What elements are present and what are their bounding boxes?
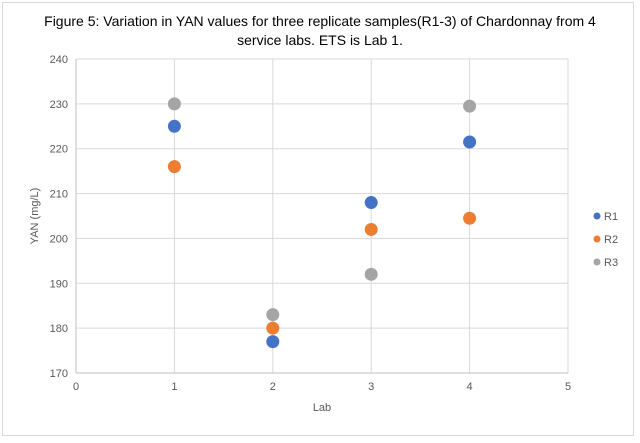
data-point-r1 — [463, 135, 477, 149]
data-point-r2 — [463, 211, 477, 225]
data-point-r3 — [463, 99, 477, 113]
data-point-r1 — [364, 196, 378, 210]
data-point-r3 — [167, 97, 181, 111]
legend-label-r3: R3 — [604, 257, 618, 269]
y-tick-label: 200 — [50, 233, 68, 245]
y-tick-label: 240 — [50, 54, 68, 66]
y-tick-label: 220 — [50, 144, 68, 156]
y-axis-label: YAN (mg/L) — [29, 188, 41, 245]
data-point-r2 — [266, 321, 280, 335]
data-point-r3 — [364, 267, 378, 281]
y-tick-label: 210 — [50, 189, 68, 201]
data-point-r2 — [167, 160, 181, 174]
legend-marker-r2 — [593, 235, 601, 243]
legend-label-r2: R2 — [604, 234, 618, 246]
y-tick-label: 230 — [50, 99, 68, 111]
y-tick-label: 180 — [50, 323, 68, 335]
data-point-r1 — [266, 335, 280, 349]
x-tick-label: 1 — [171, 381, 177, 393]
x-tick-label: 2 — [270, 381, 276, 393]
x-tick-label: 4 — [467, 381, 473, 393]
data-point-r2 — [364, 222, 378, 236]
chart-title: Figure 5: Variation in YAN values for th… — [0, 12, 640, 50]
x-tick-label: 3 — [368, 381, 374, 393]
x-tick-label: 5 — [565, 381, 571, 393]
legend-label-r1: R1 — [604, 211, 618, 223]
legend-marker-r3 — [593, 258, 601, 266]
x-tick-label: 0 — [73, 381, 79, 393]
legend-marker-r1 — [593, 212, 601, 220]
y-tick-label: 190 — [50, 278, 68, 290]
data-point-r3 — [266, 308, 280, 322]
data-point-r1 — [167, 119, 181, 133]
chart-title-line-2: service labs. ETS is Lab 1. — [237, 32, 403, 48]
chart-title-line-1: Figure 5: Variation in YAN values for th… — [44, 13, 596, 29]
x-axis-label: Lab — [313, 402, 331, 414]
chart-frame — [2, 2, 634, 436]
y-tick-label: 170 — [50, 368, 68, 380]
